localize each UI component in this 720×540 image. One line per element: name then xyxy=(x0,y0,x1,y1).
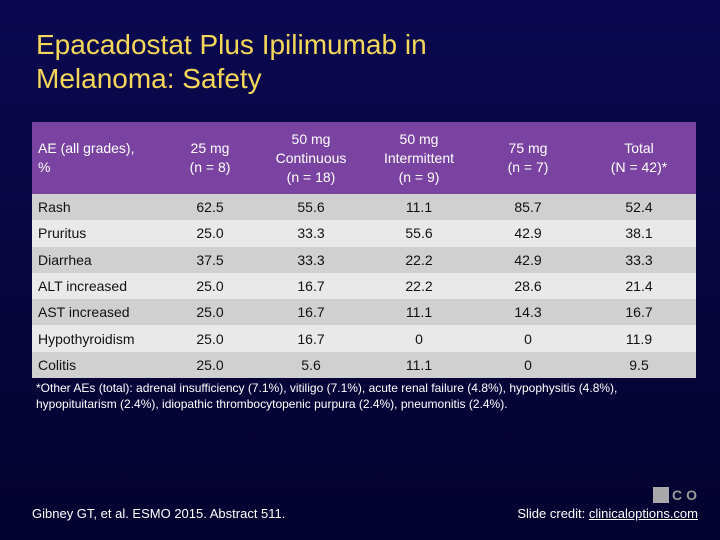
ae-name: Diarrhea xyxy=(38,251,92,268)
cell-50mg-intermittent: 22.2 xyxy=(405,251,433,268)
clinicaloptions-link[interactable]: clinicaloptions.com xyxy=(588,506,698,521)
ae-name: Rash xyxy=(38,199,71,216)
cell-total: 21.4 xyxy=(625,278,653,295)
slide-title-line-2: Melanoma: Safety xyxy=(36,63,262,94)
cell-50mg-intermittent: 0 xyxy=(415,330,423,347)
table-row: Rash 62.5 55.6 11.1 85.7 52.4 xyxy=(32,194,696,221)
header-total: Total (N = 42)* xyxy=(610,140,668,175)
cell-75mg: 28.6 xyxy=(514,278,542,295)
cell-75mg: 14.3 xyxy=(514,304,542,321)
header-ae-grades: AE (all grades), % xyxy=(38,140,135,175)
cell-25mg: 25.0 xyxy=(196,278,224,295)
cell-25mg: 37.5 xyxy=(196,251,224,268)
cell-25mg: 25.0 xyxy=(196,304,224,321)
table-row: AST increased 25.0 16.7 11.1 14.3 16.7 xyxy=(32,299,696,326)
cell-total: 16.7 xyxy=(625,304,653,321)
logo-letter-o: O xyxy=(686,487,697,503)
cell-50mg-intermittent: 11.1 xyxy=(405,199,433,216)
table-row: Colitis 25.0 5.6 11.1 0 9.5 xyxy=(32,351,696,379)
ae-name: AST increased xyxy=(38,304,130,321)
logo-letter-c: C xyxy=(671,487,683,503)
cell-50mg-continuous: 55.6 xyxy=(297,199,325,216)
cell-total: 38.1 xyxy=(625,225,653,242)
cell-total: 52.4 xyxy=(625,199,653,216)
cell-75mg: 0 xyxy=(524,356,532,373)
header-50mg-continuous: 50 mg Continuous (n = 18) xyxy=(275,130,347,185)
cell-75mg: 42.9 xyxy=(514,251,542,268)
table-header-row: AE (all grades), % 25 mg (n = 8) 50 mg C… xyxy=(32,122,696,194)
cell-50mg-intermittent: 22.2 xyxy=(405,278,433,295)
cell-25mg: 25.0 xyxy=(196,225,224,242)
cell-75mg: 85.7 xyxy=(514,199,542,216)
slide-title: Epacadostat Plus Ipilimumab in Melanoma:… xyxy=(36,28,676,96)
cell-total: 33.3 xyxy=(625,251,653,268)
footnote: *Other AEs (total): adrenal insufficienc… xyxy=(36,381,618,411)
slide-credit: Slide credit: clinicaloptions.com xyxy=(517,506,698,521)
cell-25mg: 25.0 xyxy=(196,356,224,373)
ae-name: Pruritus xyxy=(38,225,87,242)
cell-50mg-intermittent: 11.1 xyxy=(405,356,433,373)
table-row: Diarrhea 37.5 33.3 22.2 42.9 33.3 xyxy=(32,246,696,273)
slide-title-line-1: Epacadostat Plus Ipilimumab in xyxy=(36,29,427,60)
cell-50mg-intermittent: 55.6 xyxy=(405,225,433,242)
cell-50mg-continuous: 16.7 xyxy=(297,278,325,295)
table-row: Pruritus 25.0 33.3 55.6 42.9 38.1 xyxy=(32,220,696,247)
header-25mg: 25 mg (n = 8) xyxy=(189,140,231,175)
cell-75mg: 42.9 xyxy=(514,225,542,242)
logo-box-icon xyxy=(652,487,669,503)
citation: Gibney GT, et al. ESMO 2015. Abstract 51… xyxy=(32,506,286,521)
cell-50mg-intermittent: 11.1 xyxy=(405,304,433,321)
cell-50mg-continuous: 16.7 xyxy=(297,330,325,347)
ae-name: ALT increased xyxy=(38,278,127,295)
cell-25mg: 25.0 xyxy=(196,330,224,347)
header-50mg-intermittent: 50 mg Intermittent (n = 9) xyxy=(383,130,455,185)
slide-credit-prefix: Slide credit: xyxy=(517,506,589,521)
table-row: Hypothyroidism 25.0 16.7 0 0 11.9 xyxy=(32,325,696,352)
cell-total: 9.5 xyxy=(629,356,649,373)
ae-name: Hypothyroidism xyxy=(38,330,135,347)
ae-name: Colitis xyxy=(38,356,77,373)
clinical-care-options-logo: C O xyxy=(652,487,698,503)
cell-50mg-continuous: 33.3 xyxy=(297,225,325,242)
header-75mg: 75 mg (n = 7) xyxy=(507,140,549,175)
cell-75mg: 0 xyxy=(524,330,532,347)
cell-50mg-continuous: 33.3 xyxy=(297,251,325,268)
cell-total: 11.9 xyxy=(625,330,653,347)
table-row: ALT increased 25.0 16.7 22.2 28.6 21.4 xyxy=(32,272,696,300)
cell-25mg: 62.5 xyxy=(196,199,224,216)
cell-50mg-continuous: 16.7 xyxy=(297,304,325,321)
cell-50mg-continuous: 5.6 xyxy=(301,356,321,373)
safety-table: AE (all grades), % 25 mg (n = 8) 50 mg C… xyxy=(32,122,696,379)
safety-table-container: AE (all grades), % 25 mg (n = 8) 50 mg C… xyxy=(32,122,696,379)
